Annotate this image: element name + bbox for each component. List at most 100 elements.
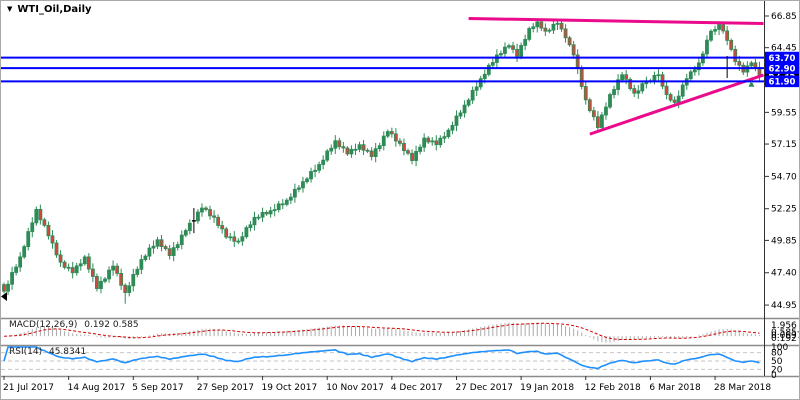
candle [644, 76, 649, 89]
price-tick-label: 64.45 [771, 44, 797, 54]
candle [321, 155, 326, 170]
candle [543, 23, 548, 36]
candle [688, 69, 693, 81]
candle [236, 238, 241, 245]
candle [38, 204, 43, 225]
candle [361, 139, 366, 155]
candle [438, 135, 443, 148]
candle [668, 92, 673, 103]
candle [325, 149, 330, 163]
candle [179, 230, 184, 250]
date-tick-label: 12 Feb 2018 [585, 383, 641, 393]
candle [563, 24, 568, 43]
date-tick-label: 21 Jul 2017 [3, 383, 54, 393]
candle [507, 43, 511, 50]
rsi-line [3, 346, 760, 370]
candle [519, 42, 524, 60]
sr-lines-layer[interactable] [1, 56, 764, 83]
candle [709, 29, 713, 43]
price-tick-label: 54.70 [771, 172, 797, 182]
candle [6, 280, 10, 296]
rsi-axis-label: 20 [771, 365, 783, 375]
candle [595, 111, 600, 132]
candle [591, 106, 596, 121]
symbol-dropdown-icon[interactable]: ▼ [7, 5, 13, 13]
candle [297, 184, 301, 193]
candle [547, 28, 552, 34]
candle [478, 75, 483, 90]
candle [640, 80, 645, 94]
candle [42, 217, 47, 228]
date-tick-label: 19 Jan 2018 [520, 383, 574, 393]
candle [54, 240, 59, 258]
candle [200, 203, 204, 217]
macd-signal-line [3, 322, 760, 340]
candle [426, 136, 431, 144]
sr-price-tag [765, 62, 799, 74]
candle [515, 43, 519, 62]
candle [292, 183, 297, 203]
candle [551, 20, 556, 34]
sr-price-tag-label: 62.90 [769, 64, 796, 74]
sr-price-tag-label: 63.70 [769, 54, 796, 64]
candle [183, 228, 188, 238]
candle [583, 81, 588, 105]
candle [22, 244, 27, 259]
candle [434, 135, 439, 151]
trendline-upper-resistance[interactable] [468, 17, 764, 26]
candle [86, 253, 91, 273]
candle [14, 264, 19, 276]
trendlines-layer[interactable] [468, 17, 765, 136]
candle [523, 34, 528, 51]
sr-price-tag [765, 75, 799, 88]
candle [446, 128, 451, 139]
candle [450, 121, 455, 135]
time-axis[interactable]: 21 Jul 2017 14 Aug 2017 5 Sep 2017 27 Sep 2… [3, 376, 771, 393]
candle [268, 206, 273, 218]
candle [196, 209, 200, 224]
candle [111, 260, 115, 276]
sr-price-tag-label: 61.90 [769, 78, 796, 88]
trendline-rising-support[interactable] [589, 73, 765, 136]
candle [753, 59, 758, 72]
candle [680, 82, 685, 100]
symbol-title: ▼ WTI_Oil,Daily [7, 4, 92, 15]
candle [664, 81, 669, 100]
candle [729, 38, 734, 52]
price-tick-label: 52.25 [771, 205, 797, 215]
rsi-axis-label: 100 [771, 343, 788, 353]
candle [422, 133, 427, 152]
date-tick-label: 27 Sep 2017 [197, 383, 254, 393]
rsi-axis-label: 50 [771, 357, 783, 367]
candle [600, 112, 604, 131]
up-arrow-icon [748, 80, 755, 87]
candle [511, 41, 515, 54]
candle [656, 69, 661, 82]
candle [458, 109, 463, 119]
candle [167, 244, 172, 260]
symbol-title-text: WTI_Oil,Daily [17, 4, 92, 15]
macd-name: MACD(12,26,9) [9, 320, 78, 330]
candle [280, 199, 285, 210]
price-axis[interactable]: 66.85 64.45 59.55 57.15 54.70 52.25 49.85 47.40… [764, 12, 797, 311]
macd-axis-label: 0.192 [771, 334, 797, 344]
candle [454, 110, 459, 132]
candle [2, 282, 6, 294]
candle [389, 127, 394, 138]
candle [256, 214, 261, 221]
chart-objects-layer [1, 55, 755, 301]
candle [587, 97, 592, 113]
candle [155, 236, 160, 250]
candle [276, 200, 281, 213]
candle [95, 273, 99, 292]
candle [442, 131, 447, 143]
candle [713, 25, 717, 36]
date-tick-label: 14 Aug 2017 [68, 383, 126, 393]
candle [232, 231, 237, 247]
candle [725, 26, 730, 46]
date-tick-label: 19 Oct 2017 [262, 383, 318, 393]
candle [171, 241, 176, 262]
